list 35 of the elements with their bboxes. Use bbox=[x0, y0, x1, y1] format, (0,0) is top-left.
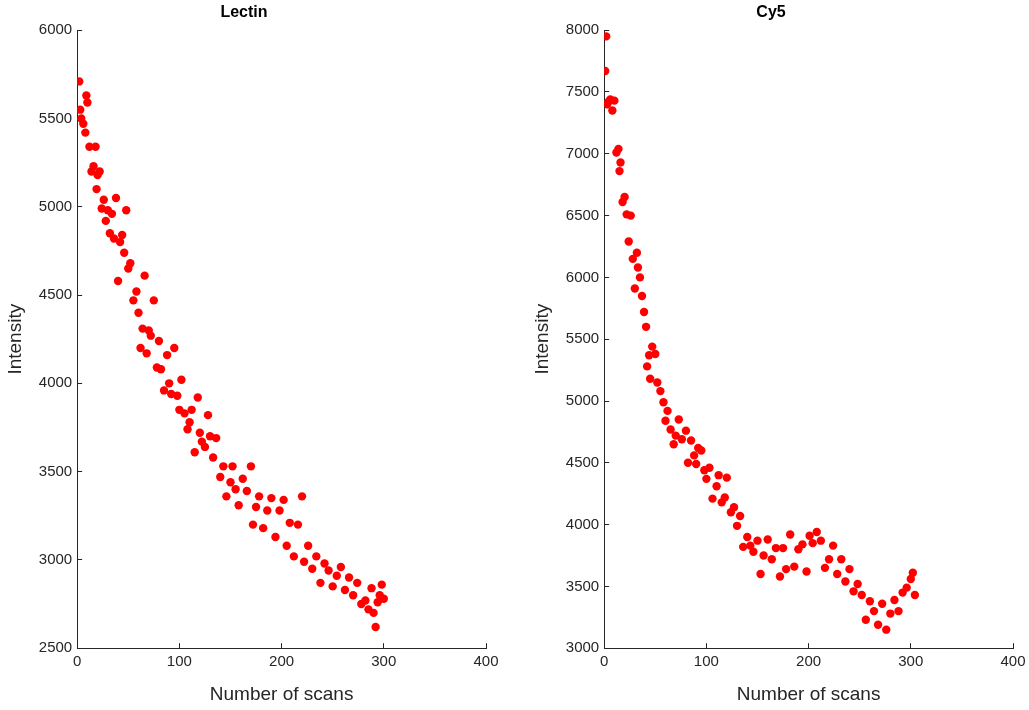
y-tick-label: 2500 bbox=[38, 638, 73, 656]
y-tick-label: 6000 bbox=[38, 20, 73, 38]
y-tick-label: 6500 bbox=[565, 205, 600, 223]
y-tick-label: 4000 bbox=[38, 373, 73, 391]
x-tick-label: 0 bbox=[600, 652, 609, 670]
chart-title: Cy5 bbox=[756, 3, 786, 21]
y-tick-label: 6000 bbox=[565, 267, 600, 285]
y-tick-label: 4500 bbox=[38, 285, 73, 303]
y-axis-title: Intensity bbox=[530, 303, 552, 375]
y-tick-label: 5000 bbox=[565, 391, 600, 409]
y-tick-label: 3000 bbox=[38, 550, 73, 568]
y-axis-title: Intensity bbox=[3, 303, 25, 375]
x-tick-label: 300 bbox=[898, 652, 924, 670]
x-tick-label: 0 bbox=[73, 652, 82, 670]
x-tick-label: 300 bbox=[371, 652, 397, 670]
y-tick-label: 4500 bbox=[565, 452, 600, 470]
x-axis-title: Number of scans bbox=[209, 682, 354, 704]
x-tick-label: 100 bbox=[693, 652, 719, 670]
y-tick-label: 5500 bbox=[38, 108, 73, 126]
y-tick-label: 5500 bbox=[565, 329, 600, 347]
y-tick-label: 7500 bbox=[565, 82, 600, 100]
y-tick-label: 5000 bbox=[38, 196, 73, 214]
y-tick-label: 8000 bbox=[565, 20, 600, 38]
x-tick-label: 200 bbox=[796, 652, 822, 670]
x-tick-label: 400 bbox=[473, 652, 499, 670]
x-tick-label: 100 bbox=[166, 652, 192, 670]
y-tick-label: 4000 bbox=[565, 514, 600, 532]
y-tick-label: 3500 bbox=[38, 461, 73, 479]
chart-title: Lectin bbox=[220, 3, 268, 21]
x-tick-label: 200 bbox=[269, 652, 295, 670]
y-tick-label: 3500 bbox=[565, 576, 600, 594]
x-axis-title: Number of scans bbox=[736, 682, 881, 704]
y-tick-label: 7000 bbox=[565, 143, 600, 161]
y-tick-label: 3000 bbox=[565, 638, 600, 656]
x-tick-label: 400 bbox=[1000, 652, 1026, 670]
